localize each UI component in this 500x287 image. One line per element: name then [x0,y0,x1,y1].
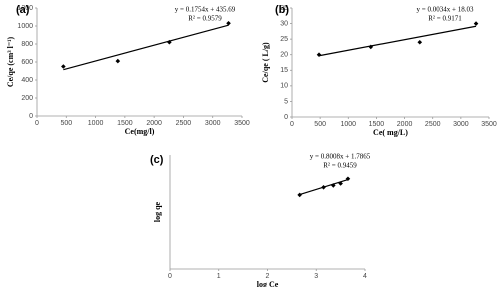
x-tick-label: 2500 [176,120,192,127]
panel-label: (c) [150,154,164,166]
point [345,176,351,182]
x-tick-label: 1000 [340,121,356,128]
y-tick-label: 400 [21,77,33,84]
point [316,52,322,58]
point [417,39,423,45]
x-tick-label: 0 [168,273,172,280]
x-tick-label: 0 [290,121,294,128]
trendline [63,24,229,71]
y-axis-label: Ce/qe ( L/g) [261,42,270,83]
x-tick-label: 4 [363,273,367,280]
x-tick-label: 500 [314,121,326,128]
y-axis-label: log qe [153,201,162,222]
trendline-r2: R² = 0.9459 [323,162,357,170]
panel-label: (b) [275,4,289,16]
trendline-equation: y = 0.0034x + 18.03 [417,6,474,14]
x-tick-label: 2000 [397,121,413,128]
y-axis-label: Ce/qe (cm³ l⁻¹) [6,37,15,88]
x-tick-label: 2 [266,273,270,280]
y-tick-label: 200 [21,95,33,102]
y-tick-label: 1200 [17,5,33,12]
trendline-equation: y = 0.8008x + 1.7865 [310,153,371,161]
trendline [318,25,477,57]
point [473,21,479,26]
y-tick-label: 25 [280,36,288,43]
point [226,21,231,26]
trendline-equation: y = 0.1754x + 435.69 [175,6,236,14]
x-axis-label: log Ce [257,280,279,287]
x-tick-label: 0 [35,120,39,127]
y-tick-label: 0 [29,113,33,120]
y-tick-label: 1000 [17,23,33,30]
x-tick-label: 1 [217,273,221,280]
y-tick-label: 30 [280,20,288,27]
point [297,192,302,198]
trendline-r2: R² = 0.9579 [188,15,222,23]
trendline-r2: R² = 0.9171 [428,15,462,23]
x-tick-label: 1500 [369,121,385,128]
y-tick-label: 15 [280,67,288,74]
x-tick-label: 3500 [234,120,250,127]
y-tick-label: 35 [280,5,288,12]
x-tick-label: 3000 [453,121,469,128]
point [61,64,66,69]
y-tick-label: 800 [21,41,33,48]
point [338,181,343,186]
x-tick-label: 1000 [88,120,104,127]
point [331,183,336,188]
point [115,58,121,64]
panel-label: (a) [16,4,30,16]
y-tick-label: 5 [284,98,288,105]
x-axis-label: Ce(mg/l) [125,127,155,136]
x-tick-label: 3500 [481,121,497,128]
point [368,44,374,50]
point [167,39,172,45]
y-tick-label: 0 [284,114,288,121]
x-tick-label: 500 [60,120,72,127]
y-tick-label: 600 [21,59,33,66]
x-axis-label: Ce( mg/L) [373,128,408,137]
y-tick-label: 20 [280,52,288,59]
y-tick-label: 10 [280,83,288,90]
x-tick-label: 3000 [205,120,221,127]
x-tick-label: 2000 [146,120,162,127]
x-tick-label: 2500 [425,121,441,128]
x-tick-label: 1500 [117,120,133,127]
point [321,185,326,190]
x-tick-label: 3 [314,273,318,280]
